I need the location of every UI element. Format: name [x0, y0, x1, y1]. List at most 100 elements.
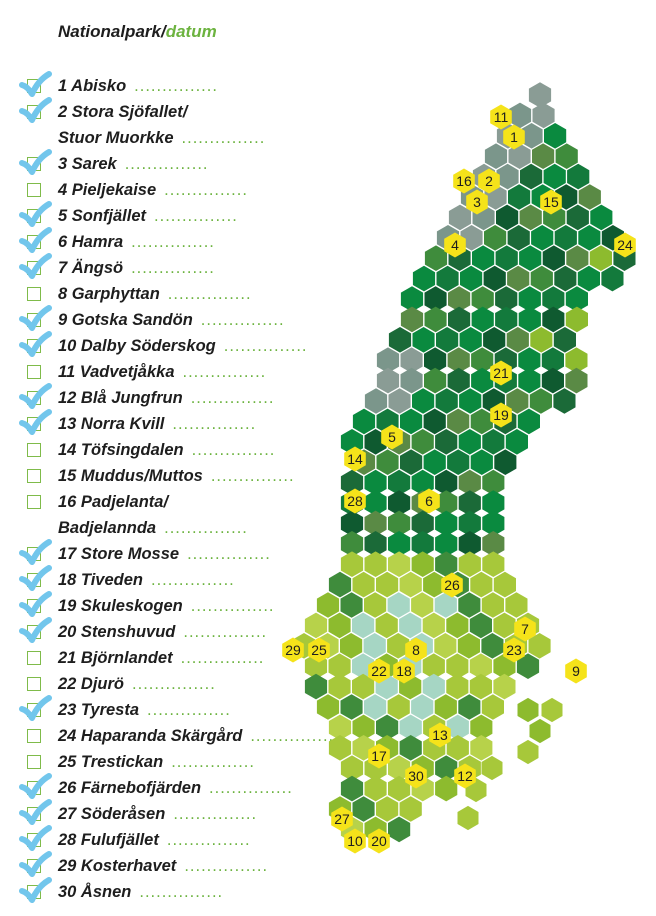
date-placeholder-dots: ...............	[131, 259, 215, 277]
park-marker[interactable]: 10	[344, 828, 366, 854]
date-placeholder-dots: ...............	[180, 649, 265, 667]
park-marker[interactable]: 14	[344, 446, 366, 472]
park-marker[interactable]: 18	[393, 658, 415, 684]
park-marker[interactable]: 3	[466, 189, 488, 215]
park-marker[interactable]: 27	[331, 806, 353, 832]
park-marker[interactable]: 7	[514, 616, 536, 642]
park-marker[interactable]: 1	[503, 124, 525, 150]
park-label: 8 Garphyttan...............	[58, 282, 252, 306]
map-hex	[590, 204, 613, 231]
map-hex	[458, 592, 481, 618]
park-name: 27 Söderåsen	[58, 805, 166, 823]
park-row: 24 Haparanda Skärgård...............	[0, 724, 360, 748]
map-hex	[434, 694, 457, 720]
park-marker[interactable]: 17	[368, 743, 390, 769]
park-name: 5 Sonfjället	[58, 207, 147, 225]
park-marker[interactable]: 11	[490, 104, 512, 130]
park-marker[interactable]: 29	[282, 637, 304, 663]
park-marker[interactable]: 2	[478, 168, 500, 194]
park-label: 27 Söderåsen...............	[58, 802, 257, 826]
date-placeholder-dots: ...............	[131, 233, 215, 251]
map-hex	[460, 225, 483, 251]
park-checkbox[interactable]	[27, 729, 41, 743]
park-label: 20 Stenshuvud...............	[58, 620, 267, 644]
park-marker[interactable]: 24	[614, 232, 636, 258]
map-hex	[482, 490, 505, 516]
park-marker[interactable]: 13	[429, 722, 451, 748]
map-hex	[399, 714, 422, 741]
park-row: Stuor Muorkke...............	[0, 126, 360, 150]
park-marker[interactable]: 22	[368, 658, 390, 684]
park-marker[interactable]: 9	[565, 658, 587, 684]
map-hex	[530, 265, 553, 292]
park-checkbox[interactable]	[27, 495, 41, 509]
park-marker[interactable]: 15	[540, 189, 562, 215]
park-marker-number: 13	[432, 727, 448, 743]
map-hex	[530, 327, 553, 353]
map-hex	[400, 449, 423, 475]
map-island-hex	[517, 739, 539, 765]
map-hex	[423, 571, 446, 598]
park-marker[interactable]: 4	[444, 232, 466, 258]
park-checkbox[interactable]	[27, 183, 41, 197]
park-marker[interactable]: 30	[405, 763, 427, 789]
park-marker[interactable]: 23	[503, 637, 525, 663]
map-hex	[508, 143, 531, 169]
map-hex	[470, 714, 493, 741]
date-placeholder-dots: ...............	[171, 753, 255, 771]
park-marker-number: 19	[493, 407, 509, 423]
map-hex	[482, 429, 505, 455]
park-label: 4 Pieljekaise...............	[58, 178, 248, 202]
map-hex	[516, 653, 540, 679]
park-checkbox[interactable]	[27, 443, 41, 457]
map-hex	[364, 490, 387, 516]
map-hex	[387, 592, 410, 618]
park-marker[interactable]: 21	[490, 360, 512, 386]
park-marker[interactable]: 26	[441, 572, 463, 598]
park-label: 9 Gotska Sandön...............	[58, 308, 285, 332]
park-row: 15 Muddus/Muttos...............	[0, 464, 360, 488]
park-label: Badjelannda...............	[58, 516, 248, 540]
park-marker-hex	[454, 763, 476, 789]
park-checkbox[interactable]	[27, 651, 41, 665]
park-marker[interactable]: 5	[381, 424, 403, 450]
park-name: 1 Abisko	[58, 77, 127, 95]
date-placeholder-dots: ...............	[139, 883, 224, 901]
map-hex	[566, 245, 589, 271]
park-checkbox[interactable]	[27, 677, 41, 691]
map-hex	[506, 388, 529, 414]
map-hex	[565, 306, 588, 333]
park-marker[interactable]: 16	[453, 168, 475, 194]
park-checkbox[interactable]	[27, 755, 41, 769]
map-hex	[495, 286, 518, 312]
map-hex	[458, 469, 481, 496]
map-hex	[529, 388, 552, 414]
park-checkbox[interactable]	[27, 469, 41, 483]
map-island-hex	[541, 697, 563, 723]
map-hex	[481, 633, 504, 659]
map-hex	[447, 449, 470, 475]
map-hex	[424, 286, 447, 312]
map-hex	[399, 796, 422, 822]
park-marker[interactable]: 8	[405, 637, 427, 663]
map-hex	[388, 531, 411, 557]
map-hex	[388, 816, 411, 843]
park-marker[interactable]: 25	[308, 637, 330, 663]
map-hex	[578, 225, 601, 251]
map-hex	[388, 755, 411, 781]
map-island-hex	[481, 755, 503, 781]
map-hex	[542, 245, 565, 271]
date-placeholder-dots: ...............	[190, 389, 275, 407]
park-checkbox[interactable]	[27, 287, 41, 301]
park-checkbox[interactable]	[27, 365, 41, 379]
park-marker-hex	[466, 189, 488, 215]
park-name: 10 Dalby Söderskog	[58, 337, 216, 355]
park-marker[interactable]: 6	[418, 488, 440, 514]
map-hex	[493, 612, 516, 639]
map-hex	[518, 367, 541, 394]
park-marker[interactable]: 12	[454, 763, 476, 789]
park-marker[interactable]: 20	[368, 828, 390, 854]
park-name: 14 Töfsingdalen	[58, 441, 184, 459]
park-marker[interactable]: 19	[490, 402, 512, 428]
park-marker[interactable]: 28	[344, 488, 366, 514]
